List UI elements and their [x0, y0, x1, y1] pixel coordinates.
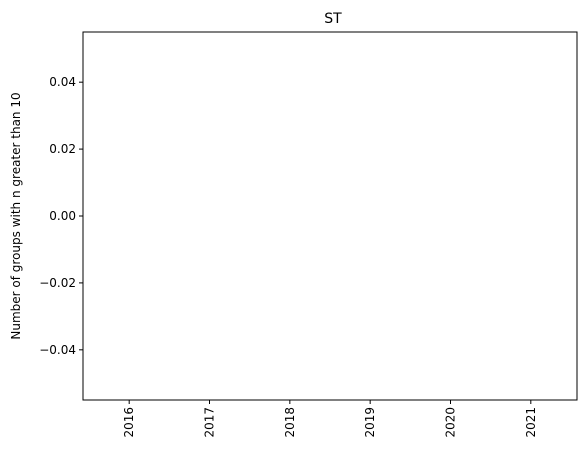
y-tick-label: −0.02	[39, 276, 76, 290]
x-tick-label: 2017	[203, 407, 217, 438]
axes-frame	[82, 31, 578, 401]
x-tick-label: 2016	[122, 407, 136, 438]
y-tick-label: 0.00	[49, 209, 76, 223]
y-tick-label: 0.04	[49, 75, 76, 89]
y-tick-label: −0.04	[39, 343, 76, 357]
x-tick-label: 2018	[283, 407, 297, 438]
plot-area: −0.04 −0.02 0.00 0.02 0.04 2016 2017 2018 2019 20…	[39, 31, 578, 438]
chart-title: ST	[324, 11, 342, 27]
y-tick-label: 0.02	[49, 142, 76, 156]
x-tick-label: 2021	[524, 407, 538, 438]
y-axis-label: Number of groups with n greater than 10	[9, 92, 23, 339]
x-tick-label: 2020	[443, 407, 457, 438]
x-tick-label: 2019	[363, 407, 377, 438]
